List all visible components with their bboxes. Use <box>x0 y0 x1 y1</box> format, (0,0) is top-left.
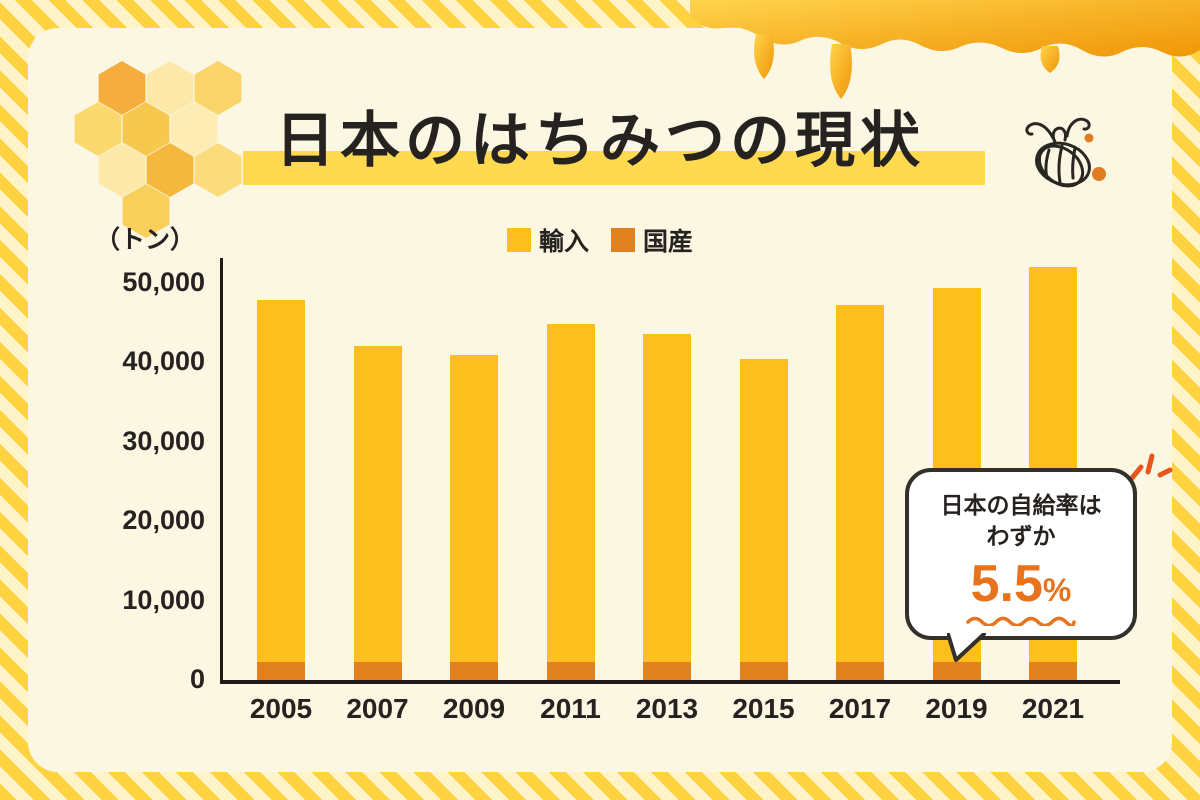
callout-percent-sign: % <box>1042 572 1072 608</box>
x-axis-label: 2015 <box>732 693 795 724</box>
x-axis-label: 2019 <box>925 693 988 724</box>
x-axis-label: 2007 <box>346 693 409 724</box>
callout-value: 5.5 <box>970 555 1043 613</box>
bar-domestic-segment <box>739 661 788 681</box>
x-axis-label: 2013 <box>635 693 699 724</box>
legend-swatch <box>611 228 635 252</box>
bar-domestic-segment <box>1029 661 1077 681</box>
callout-tail <box>947 633 986 662</box>
honeycomb-decoration-icon <box>74 61 242 238</box>
x-axis-label: 2009 <box>442 693 506 724</box>
x-axis-label: 2017 <box>828 693 892 724</box>
x-axis-label: 2011 <box>540 693 601 724</box>
bar-2013 <box>643 334 691 681</box>
bar-2005 <box>257 299 305 681</box>
y-axis-tick-label: 30,000 <box>122 425 205 456</box>
bar-2009 <box>450 355 498 681</box>
legend-label-domestic: 国産 <box>643 228 694 256</box>
x-axis-line <box>220 680 1120 684</box>
bar-2007 <box>353 345 402 681</box>
legend-label-import: 輸入 <box>538 228 589 256</box>
callout-value-row: 5.5% <box>909 554 1133 614</box>
wavy-underline-icon <box>966 616 1076 626</box>
title-highlight <box>243 151 985 185</box>
title-wrap: 日本のはちみつの現状 <box>0 92 1200 179</box>
emphasis-marks-icon <box>1129 453 1173 481</box>
legend-swatch <box>506 228 531 252</box>
self-sufficiency-callout: 日本の自給率は わずか 5.5% <box>905 468 1137 662</box>
y-axis-tick-label: 10,000 <box>122 584 205 615</box>
legend-item-import: 輸入 <box>506 222 589 258</box>
bar-domestic-segment <box>836 661 884 681</box>
bar-domestic-segment <box>932 661 981 681</box>
y-axis-tick-label: 0 <box>189 664 205 694</box>
chart-legend: 輸入 国産 <box>0 222 1200 258</box>
bar-domestic-segment <box>643 661 691 681</box>
bar-2015 <box>739 359 788 681</box>
y-axis-labels: 50,000 40,000 30,000 20,000 10,000 0 <box>60 0 205 700</box>
x-axis-label: 2021 <box>1021 693 1085 724</box>
callout-line2: わずか <box>986 523 1056 549</box>
x-axis-label: 2005 <box>249 693 313 724</box>
bar-domestic-segment <box>257 661 305 681</box>
y-axis-tick-label: 50,000 <box>122 267 205 297</box>
bar-domestic-segment <box>546 661 595 681</box>
bar-domestic-segment <box>353 661 402 681</box>
legend-item-domestic: 国産 <box>611 222 693 258</box>
callout-line1: 日本の自給率は <box>940 492 1102 518</box>
page-title: 日本のはちみつの現状 <box>275 107 925 174</box>
bar-domestic-segment <box>450 661 498 681</box>
bee-doodle-icon <box>1025 117 1106 188</box>
y-axis-tick-label: 40,000 <box>122 346 205 377</box>
honey-drip-icon <box>690 0 1200 99</box>
y-axis-line <box>220 258 223 682</box>
x-axis-labels: 2005 2007 2009 2011 2013 2015 2017 2019 2021 <box>230 693 1110 733</box>
bar-2011 <box>546 323 595 681</box>
y-axis-tick-label: 20,000 <box>122 505 205 536</box>
y-axis-unit-label: （トン） <box>95 226 196 254</box>
bar-2017 <box>836 305 884 681</box>
